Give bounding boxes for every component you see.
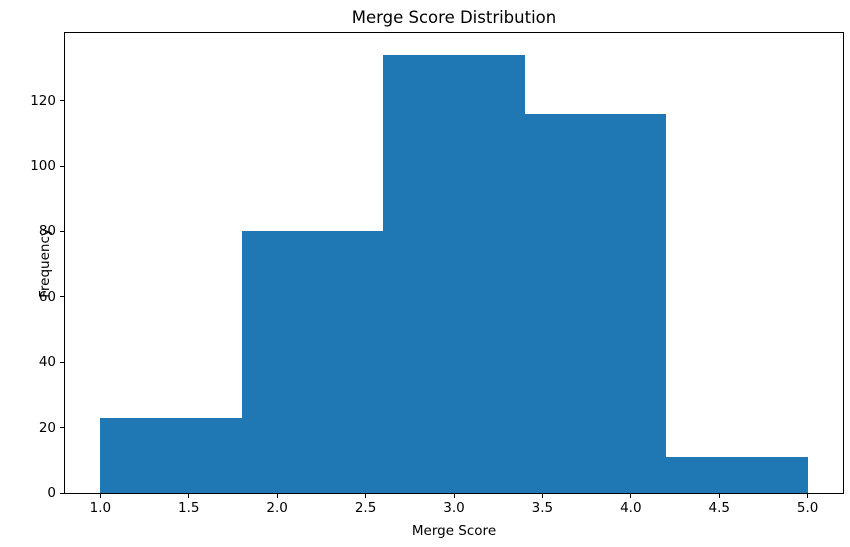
y-tick-mark [60, 361, 64, 363]
plot-area [64, 32, 844, 494]
y-tick-label: 120 [30, 92, 56, 109]
histogram-bar [383, 54, 525, 493]
x-tick-label: 4.5 [708, 500, 730, 516]
x-tick-label: 4.0 [620, 500, 642, 516]
x-tick-label: 3.5 [531, 500, 554, 516]
histogram-bar [666, 457, 808, 493]
chart-title: Merge Score Distribution [351, 8, 557, 27]
y-tick-label: 20 [38, 419, 56, 436]
x-tick-label: 1.0 [89, 500, 112, 516]
y-tick-mark [60, 296, 64, 298]
y-axis-label: Frequency [37, 228, 53, 298]
y-tick-label: 40 [38, 354, 56, 371]
x-tick-mark [807, 494, 809, 498]
y-tick-mark [60, 100, 64, 102]
histogram-bar [524, 113, 667, 493]
x-tick-mark [630, 494, 632, 498]
x-tick-label: 2.0 [266, 500, 288, 516]
y-tick-label: 0 [47, 485, 56, 501]
x-tick-mark [99, 494, 101, 498]
x-tick-mark [365, 494, 367, 498]
histogram-bar [241, 231, 384, 493]
y-tick-mark [60, 427, 64, 429]
x-tick-mark [276, 494, 278, 498]
y-tick-label: 100 [30, 158, 56, 175]
y-tick-label: 60 [38, 288, 56, 305]
y-tick-label: 80 [38, 223, 56, 240]
x-axis-label: Merge Score [411, 523, 497, 539]
x-tick-label: 2.5 [354, 500, 377, 516]
x-tick-mark [718, 494, 720, 498]
x-tick-label: 1.5 [178, 500, 200, 516]
y-tick-mark [60, 230, 64, 232]
x-axis-ticks: 1.0 1.5 2.0 2.5 3.0 3.5 4.0 4.5 5.0 [65, 494, 843, 530]
x-tick-label: 5.0 [796, 500, 819, 516]
bars-container [65, 33, 843, 493]
x-tick-label: 3.0 [443, 500, 465, 516]
x-tick-mark [541, 494, 543, 498]
y-axis-ticks: 0 20 40 60 80 100 120 [0, 33, 64, 501]
x-tick-mark [453, 494, 455, 498]
y-tick-mark [60, 165, 64, 167]
x-tick-mark [188, 494, 190, 498]
y-tick-mark [60, 492, 64, 494]
histogram-bar [100, 417, 242, 493]
